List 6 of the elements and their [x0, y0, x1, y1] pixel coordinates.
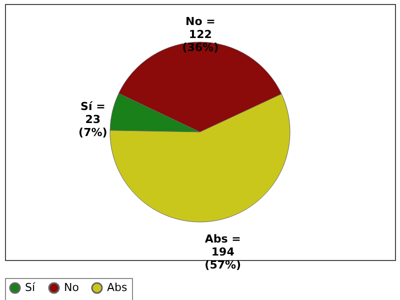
- data-label: No = 122 (36%): [182, 15, 219, 54]
- legend-label: No: [64, 281, 80, 294]
- legend-label: Sí: [25, 281, 36, 294]
- data-label: Sí = 23 (7%): [78, 100, 108, 139]
- legend-label: Abs: [107, 281, 128, 294]
- data-label: Abs = 194 (57%): [204, 232, 242, 272]
